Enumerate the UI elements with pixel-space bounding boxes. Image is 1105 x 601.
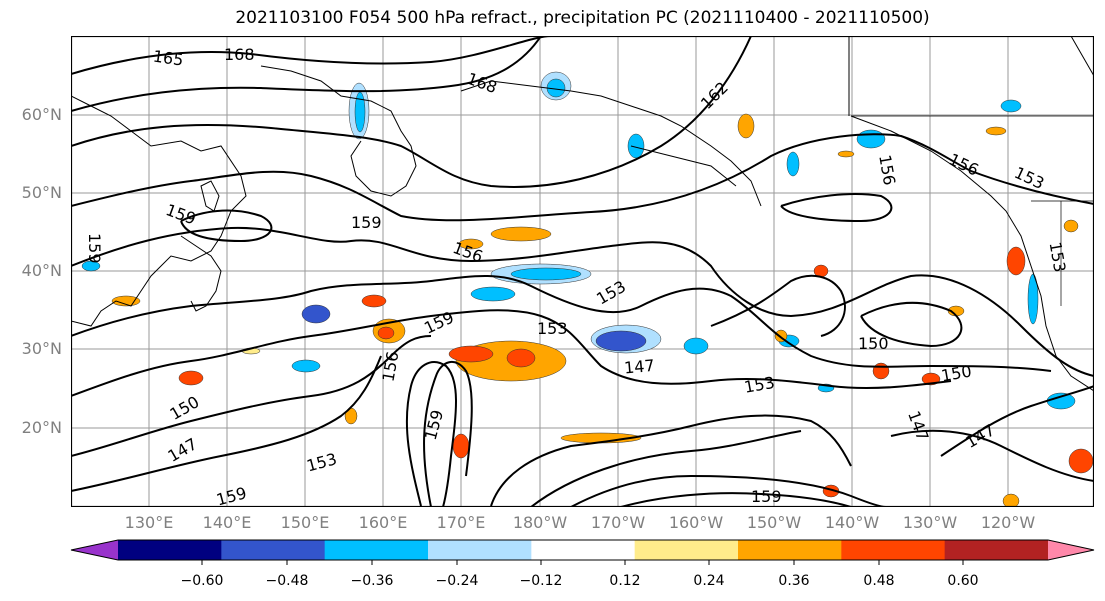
lon-label: 160°W xyxy=(668,513,724,532)
contour-label: 153 xyxy=(537,319,568,338)
lon-label: 150°W xyxy=(746,513,802,532)
contour-label: 147 xyxy=(623,356,655,378)
colorbar-tick-label: 0.12 xyxy=(609,573,640,589)
lon-label: 160°E xyxy=(358,513,408,532)
colorbar-ticks xyxy=(201,560,964,565)
lat-label: 40°N xyxy=(21,261,62,280)
map-panel: 165 168 168 162 159 159 159 156 156 156 … xyxy=(71,36,1094,507)
contour-label: 165 xyxy=(152,47,185,70)
lon-label: 130°E xyxy=(124,513,174,532)
colorbar-tick-label: −0.48 xyxy=(266,573,309,589)
contour-label: 159 xyxy=(85,233,104,264)
lon-label: 130°W xyxy=(902,513,958,532)
contour-label: 159 xyxy=(751,487,782,506)
map-title: 2021103100 F054 500 hPa refract., precip… xyxy=(235,8,930,28)
colorbar-swatch xyxy=(841,540,946,560)
contour-label: 159 xyxy=(351,213,382,232)
colorbar-tick-label: −0.60 xyxy=(181,573,224,589)
contour-labels: 165 168 168 162 159 159 159 156 156 156 … xyxy=(85,45,1070,507)
colorbar-tick-label: 0.36 xyxy=(778,573,809,589)
colorbar: −0.60 −0.48 −0.36 −0.24 −0.12 0.12 0.24 … xyxy=(70,539,1095,589)
lat-label: 30°N xyxy=(21,339,62,358)
colorbar-swatch xyxy=(531,540,636,560)
colorbar-swatch xyxy=(1048,540,1094,560)
lat-label: 20°N xyxy=(21,418,62,437)
lon-label: 170°E xyxy=(436,513,486,532)
colorbar-swatch xyxy=(118,540,222,560)
colorbar-tick-label: −0.24 xyxy=(436,573,479,589)
colorbar-tick-label: −0.36 xyxy=(351,573,394,589)
precip-negative-patches xyxy=(81,71,1076,410)
lon-label: 170°W xyxy=(590,513,646,532)
lon-label: 180°W xyxy=(512,513,568,532)
lon-label: 120°W xyxy=(980,513,1036,532)
colorbar-tick-label: 0.60 xyxy=(947,573,978,589)
contour-label: 168 xyxy=(224,45,255,64)
coastlines xyxy=(71,36,1094,392)
lon-label: 140°W xyxy=(824,513,880,532)
colorbar-outline xyxy=(70,539,1095,561)
colorbar-swatches xyxy=(70,539,1095,561)
colorbar-tick-label: 0.24 xyxy=(693,573,724,589)
colorbar-swatch xyxy=(71,540,118,560)
lon-label: 140°E xyxy=(202,513,252,532)
lat-label: 50°N xyxy=(21,183,62,202)
colorbar-tick-labels: −0.60 −0.48 −0.36 −0.24 −0.12 0.12 0.24 … xyxy=(181,573,979,589)
lat-label: 60°N xyxy=(21,105,62,124)
colorbar-swatch xyxy=(221,540,326,560)
lon-label: 150°E xyxy=(280,513,330,532)
colorbar-swatch xyxy=(944,540,1049,560)
refractivity-contours xyxy=(71,36,1094,507)
colorbar-tick-label: 0.48 xyxy=(863,573,894,589)
contour-label: 159 xyxy=(214,483,248,507)
colorbar-swatch xyxy=(428,540,532,560)
precip-positive-patches xyxy=(111,113,1094,507)
colorbar-swatch xyxy=(634,540,739,560)
colorbar-tick-label: −0.12 xyxy=(520,573,563,589)
contour-label: 150 xyxy=(858,334,889,353)
colorbar-swatch xyxy=(324,540,429,560)
colorbar-swatch xyxy=(738,540,842,560)
